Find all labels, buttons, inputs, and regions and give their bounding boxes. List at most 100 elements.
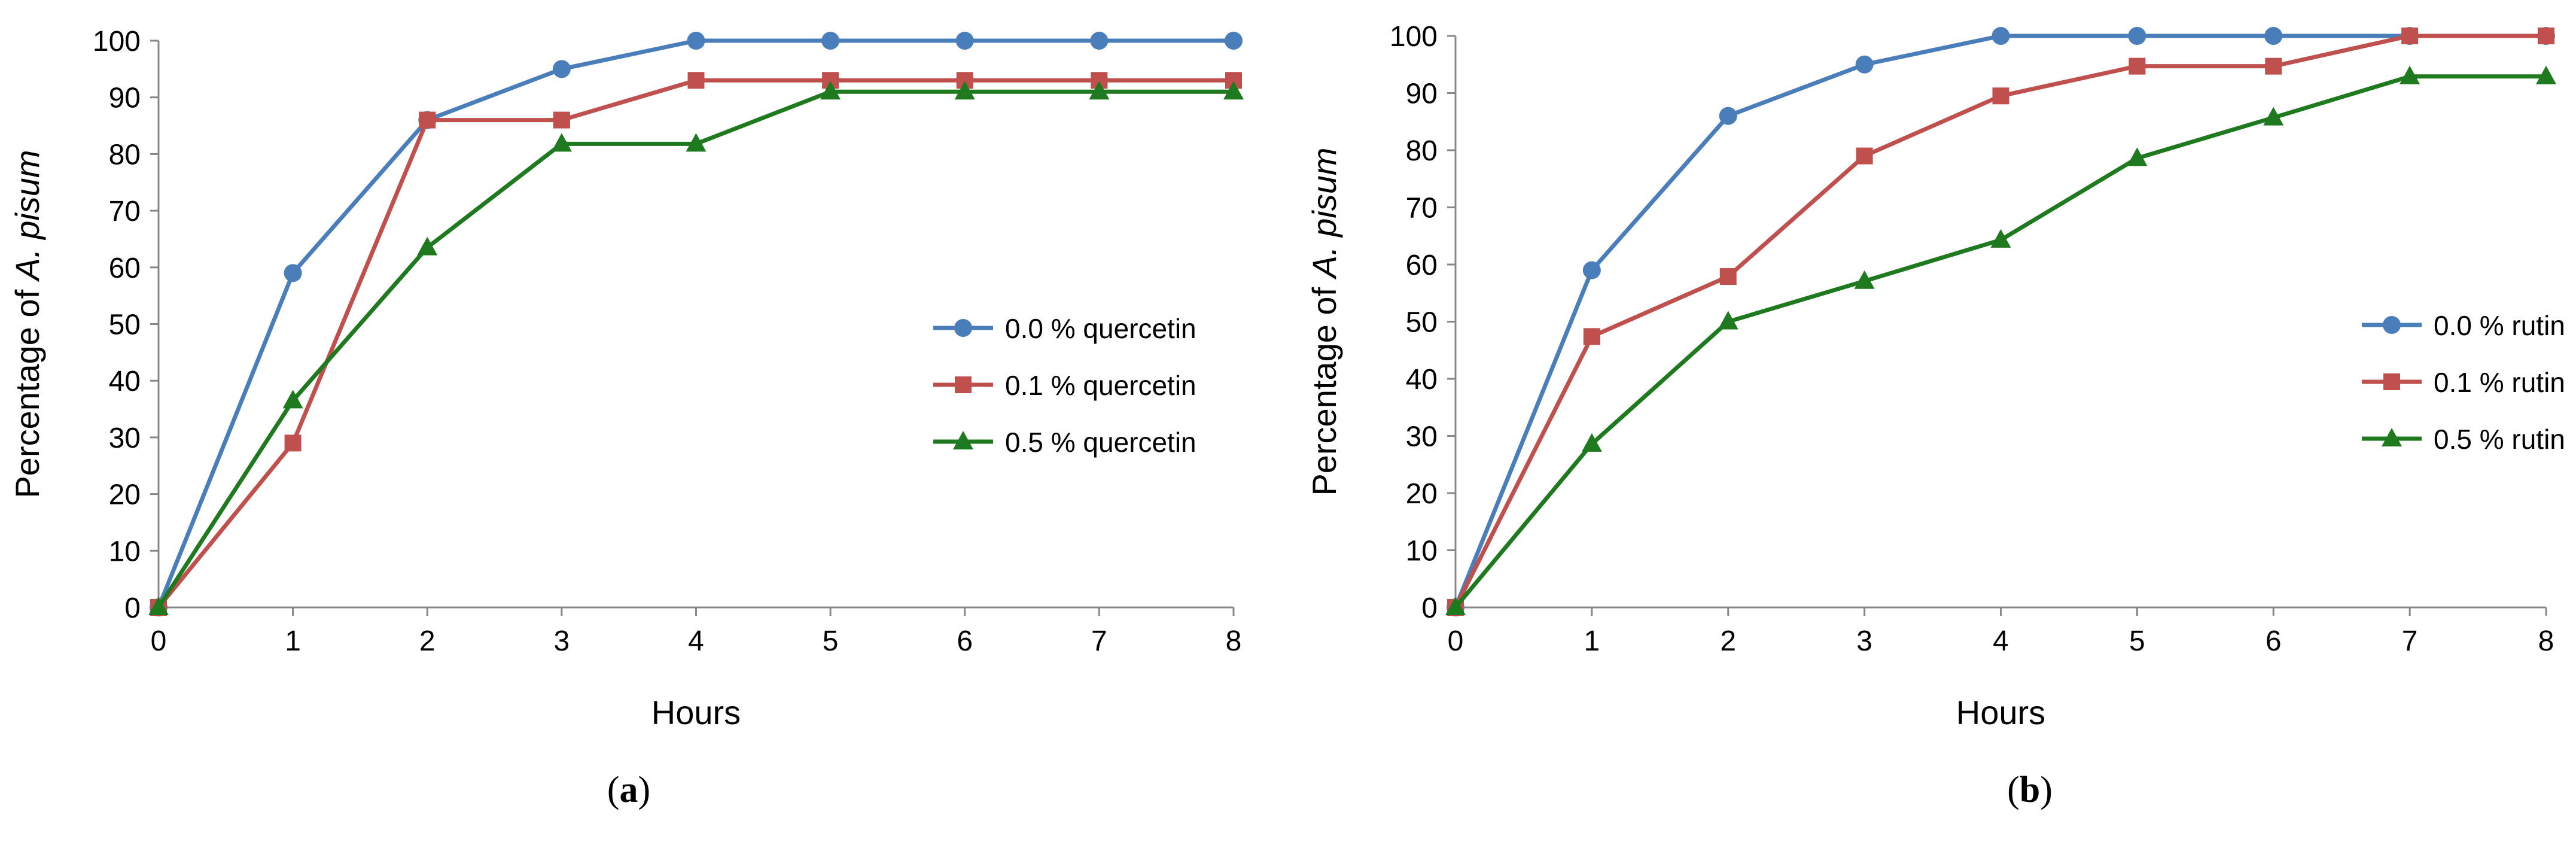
y-tick-label: 90 — [109, 83, 141, 114]
y-axis-label-prefix: Percentage of — [1305, 278, 1343, 496]
x-tick-label: 4 — [1993, 625, 2009, 657]
data-point — [1223, 81, 1244, 100]
data-point — [2129, 57, 2146, 75]
y-tick-label: 70 — [109, 196, 141, 227]
panel-label-a: (a) — [607, 770, 651, 810]
data-point — [2401, 28, 2419, 44]
y-axis-label: Percentage of A. pisum — [8, 150, 46, 498]
data-point — [2400, 65, 2420, 84]
y-tick-label: 100 — [93, 26, 141, 57]
x-tick-label: 4 — [688, 625, 704, 657]
data-point — [1090, 32, 1109, 50]
data-point — [955, 32, 974, 50]
data-point — [2128, 27, 2146, 45]
data-point — [1719, 107, 1737, 125]
data-point — [2536, 65, 2556, 84]
data-point — [2263, 107, 2284, 126]
data-point — [148, 597, 169, 615]
series-line — [1453, 34, 2546, 609]
y-tick-label: 50 — [1406, 307, 1438, 339]
x-tick-label: 1 — [285, 625, 301, 657]
x-axis-label: Hours — [1956, 694, 2045, 731]
data-point — [1854, 270, 1875, 289]
data-point — [1856, 147, 1873, 165]
data-point — [1719, 268, 1737, 285]
x-tick-label: 0 — [151, 625, 167, 657]
y-tick-label: 80 — [1406, 135, 1438, 167]
x-tick-label: 7 — [1091, 625, 1107, 657]
x-tick-label: 2 — [1720, 625, 1736, 657]
data-point — [1992, 27, 2010, 45]
data-point — [417, 236, 438, 256]
y-tick-label: 100 — [1390, 21, 1438, 53]
legend: 0.0 % rutin 0.1 % rutin 0.5 % rutin — [2362, 310, 2565, 455]
data-point — [553, 111, 570, 129]
y-tick-label: 40 — [109, 366, 141, 397]
y-axis-label-species: A. pisum — [1305, 147, 1343, 279]
legend-marker — [955, 376, 972, 393]
legend: 0.0 % quercetin 0.1 % quercetin 0.5 % quer… — [933, 313, 1196, 458]
x-tick-label: 5 — [823, 625, 839, 657]
data-point — [552, 60, 571, 78]
chart-b: 0 10 20 30 40 50 60 70 80 90 100 0 1 2 3 4 5 6 7 8 Hours Perc… — [1305, 21, 2565, 731]
data-point — [687, 72, 705, 89]
data-point — [2538, 28, 2554, 44]
legend-label: 0.0 % rutin — [2434, 310, 2565, 341]
y-tick-label: 90 — [1406, 78, 1438, 110]
y-tick-label: 10 — [109, 536, 141, 567]
x-tick-label: 3 — [554, 625, 570, 657]
data-point — [1718, 311, 1738, 330]
series-triangle — [1445, 65, 2556, 615]
y-axis-label: Percentage of A. pisum — [1305, 147, 1343, 496]
y-axis-label-species: A. pisum — [8, 150, 46, 282]
legend-label: 0.1 % rutin — [2434, 367, 2565, 398]
data-point — [687, 32, 705, 50]
data-point — [2265, 57, 2282, 75]
x-tick-label: 6 — [957, 625, 973, 657]
data-point — [2127, 147, 2148, 166]
y-tick-label: 40 — [1406, 364, 1438, 396]
data-point — [1445, 597, 1466, 615]
legend-marker — [953, 431, 973, 449]
legend-marker — [2383, 373, 2400, 390]
x-axis-label: Hours — [651, 694, 741, 731]
series-line — [157, 89, 1234, 609]
y-tick-label: 20 — [1406, 478, 1438, 510]
data-point — [284, 434, 302, 452]
y-tick-label: 0 — [124, 592, 141, 624]
x-tick-label: 3 — [1856, 625, 1872, 657]
x-tick-label: 7 — [2402, 625, 2418, 657]
data-point — [1582, 261, 1601, 279]
y-tick-label: 80 — [109, 139, 141, 171]
x-tick-label: 8 — [2538, 625, 2554, 657]
data-point — [1089, 81, 1110, 100]
panel-a: 0 10 20 30 40 50 60 70 80 90 100 0 1 2 3 4 5 6 7 8 Hours Perc… — [8, 26, 1244, 810]
legend-label: 0.0 % quercetin — [1005, 313, 1196, 344]
legend-label: 0.5 % quercetin — [1005, 427, 1196, 458]
data-point — [1225, 32, 1243, 50]
data-point — [1855, 55, 1874, 74]
series-line — [1453, 34, 2546, 609]
panel-b: 0 10 20 30 40 50 60 70 80 90 100 0 1 2 3 4 5 6 7 8 Hours Perc… — [1288, 0, 2576, 845]
data-point — [284, 264, 302, 282]
legend-marker — [2383, 316, 2401, 334]
data-point — [551, 133, 572, 152]
data-point — [820, 81, 841, 100]
data-point — [1581, 433, 1602, 452]
y-tick-label: 70 — [1406, 193, 1438, 224]
x-tick-label: 1 — [1584, 625, 1600, 657]
y-tick-label: 30 — [1406, 421, 1438, 453]
y-tick-label: 60 — [109, 253, 141, 284]
y-axis-label-prefix: Percentage of — [8, 280, 46, 498]
data-point — [821, 32, 840, 50]
data-point — [686, 133, 707, 152]
y-tick-label: 50 — [109, 309, 141, 341]
y-tick-label: 60 — [1406, 250, 1438, 281]
x-tick-label: 2 — [419, 625, 436, 657]
legend-label: 0.5 % rutin — [2434, 424, 2565, 455]
data-point — [1992, 87, 2009, 105]
chart-a: 0 10 20 30 40 50 60 70 80 90 100 0 1 2 3 4 5 6 7 8 Hours Perc… — [8, 26, 1244, 731]
series-line — [1454, 74, 2546, 609]
series-triangle — [148, 81, 1244, 615]
